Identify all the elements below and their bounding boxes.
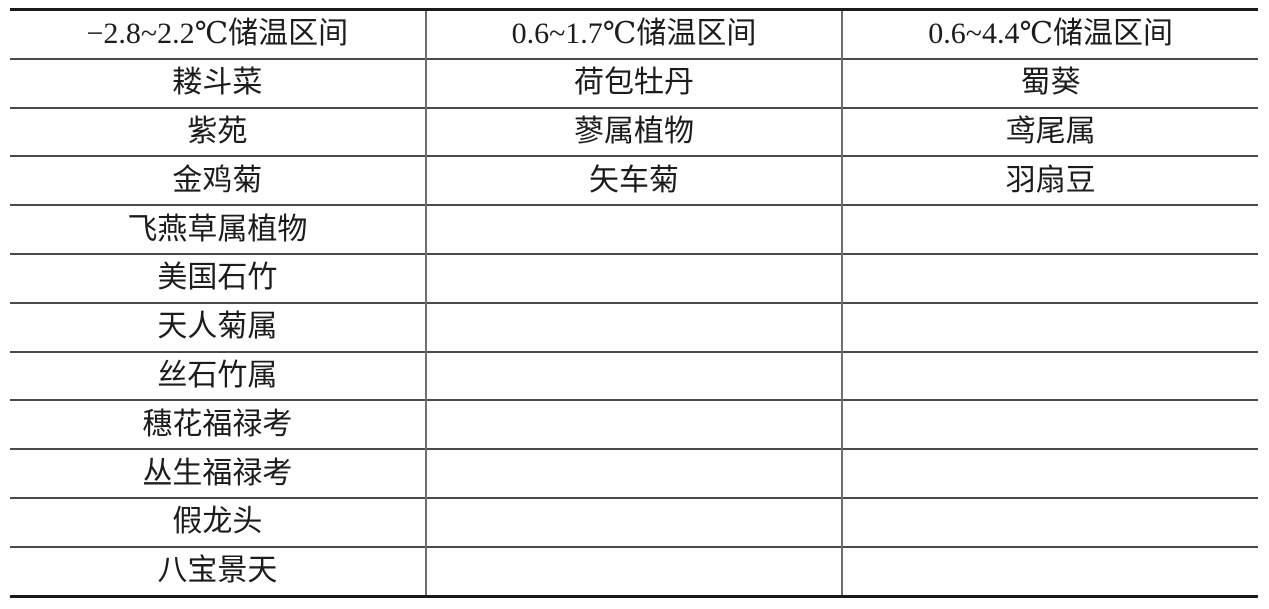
table-row: 八宝景天 xyxy=(10,545,1258,597)
table-cell: 羽扇豆 xyxy=(841,155,1258,206)
table-row: 假龙头 xyxy=(10,496,1258,547)
table-cell: 假龙头 xyxy=(10,496,426,547)
table-cell: 耧斗菜 xyxy=(10,57,426,108)
header-row: −2.8~2.2℃储温区间 0.6~1.7℃储温区间 0.6~4.4℃储温区间 xyxy=(10,9,1258,59)
column-header-temp-range-2: 0.6~1.7℃储温区间 xyxy=(424,9,843,59)
table-row: 穗花福禄考 xyxy=(10,399,1258,450)
table-cell xyxy=(841,545,1258,597)
table-cell: 蓼属植物 xyxy=(424,106,843,157)
table-row: 丝石竹属 xyxy=(10,350,1258,401)
table-cell xyxy=(841,399,1258,450)
storage-temperature-table: −2.8~2.2℃储温区间 0.6~1.7℃储温区间 0.6~4.4℃储温区间 … xyxy=(10,8,1258,598)
table-cell xyxy=(424,204,843,254)
table-row: 耧斗菜 荷包牡丹 蜀葵 xyxy=(10,57,1258,108)
table-cell xyxy=(841,496,1258,547)
table-cell: 金鸡菊 xyxy=(10,155,426,206)
table-cell xyxy=(841,350,1258,401)
table-cell xyxy=(841,252,1258,303)
table-cell: 天人菊属 xyxy=(10,301,426,352)
table-cell: 丛生福禄考 xyxy=(10,448,426,498)
table-cell: 穗花福禄考 xyxy=(10,399,426,450)
table-cell xyxy=(841,301,1258,352)
table-cell xyxy=(841,204,1258,254)
table-row: 金鸡菊 矢车菊 羽扇豆 xyxy=(10,155,1258,206)
table-row: 丛生福禄考 xyxy=(10,448,1258,498)
table-header: −2.8~2.2℃储温区间 0.6~1.7℃储温区间 0.6~4.4℃储温区间 xyxy=(10,9,1258,59)
table-cell: 紫苑 xyxy=(10,106,426,157)
table-cell: 蜀葵 xyxy=(841,57,1258,108)
table-cell xyxy=(424,496,843,547)
table-cell: 飞燕草属植物 xyxy=(10,204,426,254)
table-cell xyxy=(424,350,843,401)
table-cell xyxy=(841,448,1258,498)
table-cell xyxy=(424,301,843,352)
table-row: 天人菊属 xyxy=(10,301,1258,352)
table-cell: 八宝景天 xyxy=(10,545,426,597)
column-header-temp-range-1: −2.8~2.2℃储温区间 xyxy=(86,17,349,51)
table-cell xyxy=(424,448,843,498)
column-header-temp-range-3: 0.6~4.4℃储温区间 xyxy=(841,9,1258,59)
table-body: 耧斗菜 荷包牡丹 蜀葵 紫苑 蓼属植物 鸢尾属 金鸡菊 矢车菊 羽扇豆 飞燕草属… xyxy=(10,57,1258,597)
table-cell xyxy=(424,545,843,597)
table-cell xyxy=(424,399,843,450)
table-cell: 美国石竹 xyxy=(10,252,426,303)
table-cell: 矢车菊 xyxy=(424,155,843,206)
table-cell xyxy=(424,252,843,303)
table-cell: 丝石竹属 xyxy=(10,350,426,401)
table-row: 美国石竹 xyxy=(10,252,1258,303)
table-cell: 鸢尾属 xyxy=(841,106,1258,157)
table-row: 紫苑 蓼属植物 鸢尾属 xyxy=(10,106,1258,157)
table-cell: 荷包牡丹 xyxy=(424,57,843,108)
table-row: 飞燕草属植物 xyxy=(10,204,1258,254)
